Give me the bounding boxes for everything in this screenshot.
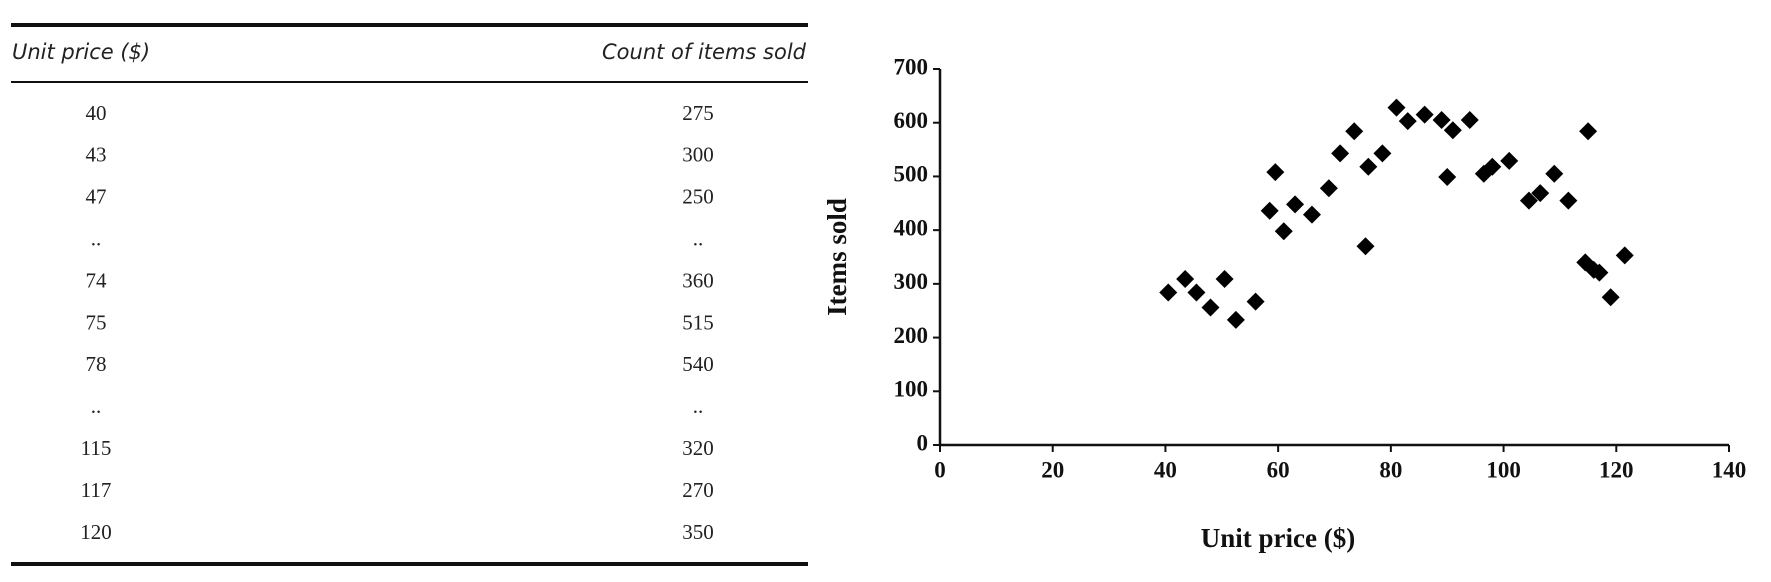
table-header: Unit price ($)	[12, 40, 150, 64]
point	[1387, 98, 1406, 117]
table-cell: 120	[80, 520, 112, 544]
y-tick-label: 700	[894, 54, 929, 79]
point	[1443, 121, 1462, 140]
table-cell: 75	[86, 310, 107, 334]
point	[1531, 184, 1550, 203]
x-tick-label: 120	[1599, 457, 1634, 482]
y-tick-label: 400	[894, 215, 929, 240]
point	[1545, 164, 1564, 183]
point	[1579, 122, 1598, 141]
table-cell: 117	[81, 478, 112, 502]
point	[1398, 112, 1417, 131]
point	[1373, 144, 1392, 163]
point	[1415, 105, 1434, 124]
y-tick-label: 500	[894, 162, 929, 187]
table-body: 40 275 43 300 47 250.. .. 74 360 75 515 78 540.. .. 11…	[80, 101, 714, 544]
table-header: Count of items sold	[602, 40, 807, 64]
point	[1590, 263, 1609, 282]
point	[1260, 201, 1279, 220]
x-tick-label: 0	[934, 457, 946, 482]
point	[1559, 191, 1578, 210]
point	[1356, 237, 1375, 256]
x-tick-label: 100	[1486, 457, 1521, 482]
point	[1615, 246, 1634, 265]
table-cell: ..	[91, 227, 102, 251]
table-cell: 320	[682, 436, 714, 460]
point	[1246, 292, 1265, 311]
point	[1438, 167, 1457, 186]
table-cell: ..	[91, 394, 102, 418]
point	[1359, 157, 1378, 176]
x-tick-label: 60	[1267, 457, 1290, 482]
point	[1345, 122, 1364, 141]
table-cell: 47	[86, 185, 107, 209]
point	[1500, 151, 1519, 170]
y-tick-label: 0	[917, 430, 929, 455]
table-cell: 350	[682, 520, 714, 544]
x-axis-label: Unit price ($)	[1201, 523, 1355, 553]
y-tick-label: 200	[894, 323, 929, 348]
y-tick-label: 600	[894, 108, 929, 133]
table-cell: 540	[682, 352, 714, 376]
point	[1274, 222, 1293, 241]
table-cell: 275	[682, 101, 714, 125]
table-cell: 74	[86, 268, 108, 292]
point	[1331, 144, 1350, 163]
point	[1601, 288, 1620, 307]
point	[1302, 205, 1321, 224]
table-cell: 250	[682, 185, 714, 209]
x-tick-label: 40	[1154, 457, 1177, 482]
point	[1215, 270, 1234, 289]
table-cell: 115	[81, 436, 112, 460]
point	[1201, 298, 1220, 317]
table-cell: 40	[86, 101, 107, 125]
table-cell: 78	[86, 352, 107, 376]
table-cell: 300	[682, 143, 714, 167]
y-tick-label: 300	[894, 269, 929, 294]
point	[1159, 283, 1178, 302]
point	[1483, 157, 1502, 176]
point	[1176, 270, 1195, 289]
point	[1286, 195, 1305, 214]
point	[1319, 179, 1338, 198]
point	[1460, 111, 1479, 130]
x-tick-label: 20	[1041, 457, 1064, 482]
x-tick-label: 80	[1379, 457, 1402, 482]
point	[1432, 111, 1451, 130]
y-tick-label: 100	[894, 377, 929, 402]
table-cell: 515	[682, 310, 714, 334]
point	[1187, 283, 1206, 302]
table-cell: ..	[693, 227, 704, 251]
table-cell: 43	[86, 143, 107, 167]
table-cell: 360	[682, 268, 714, 292]
table-cell: 270	[682, 478, 714, 502]
point	[1519, 191, 1538, 210]
table-cell: ..	[693, 394, 704, 418]
y-axis-label: Items sold	[822, 198, 852, 316]
x-tick-label: 140	[1712, 457, 1747, 482]
point	[1266, 163, 1285, 182]
point	[1226, 310, 1245, 329]
